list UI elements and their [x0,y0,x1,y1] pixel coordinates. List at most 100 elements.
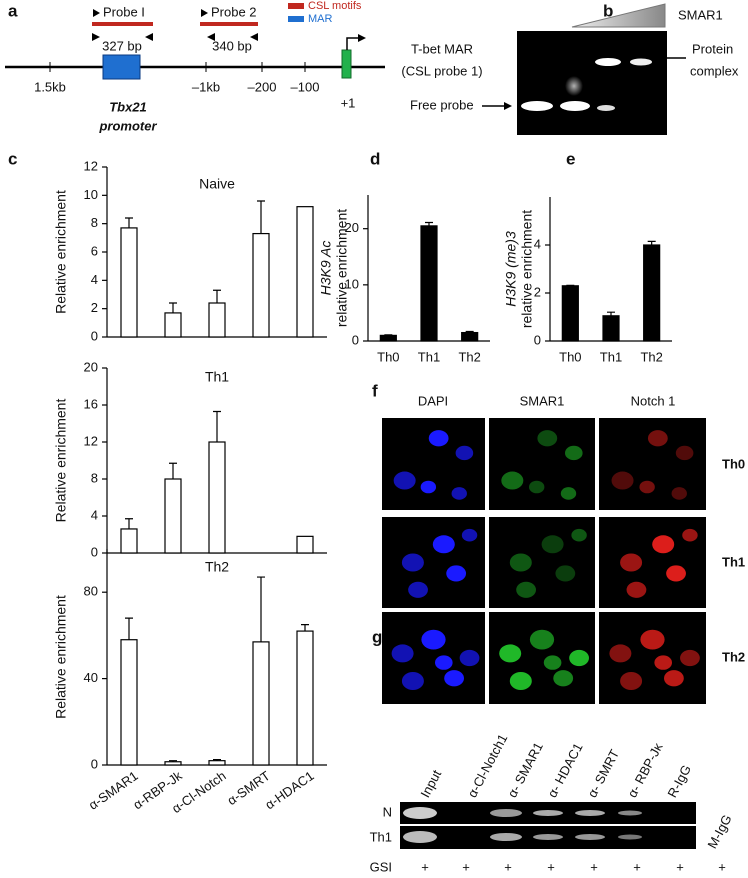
nucleus [671,487,687,500]
row-label: Th1 [722,554,745,569]
panel-label: d [370,149,380,168]
legend-label: CSL motifs [308,0,362,12]
nucleus [640,629,665,650]
nucleus [666,565,686,582]
probe-label: (CSL probe 1) [401,63,482,78]
y-tick-label: 12 [84,158,98,173]
micrograph [489,418,595,510]
y-tick-label: 2 [534,284,541,299]
nucleus [565,445,583,461]
probe-label: T-bet MAR [411,41,473,56]
micrographs: DAPI SMAR1 Notch 1 Th0 Th1 Th2 [382,393,745,704]
y-axis-label: Relative enrichment [53,595,69,719]
nucleus [435,655,453,670]
probe-size: 327 bp [102,38,142,53]
nucleus [620,672,643,690]
nucleus [553,670,574,687]
probe-label: Probe I [103,4,145,19]
bar [296,206,314,338]
y-tick-label: 2 [91,300,98,315]
bar [164,312,182,338]
nucleus [529,480,545,494]
nucleus [499,644,522,663]
bar [120,639,138,766]
position-label: –1kb [192,79,220,94]
error-bar [169,760,177,762]
nucleus [461,528,478,542]
y-tick-label: 8 [91,215,98,230]
x-tick-label: Th2 [640,349,662,364]
panel-label: f [372,381,378,400]
error-bar [465,330,474,333]
chart-title: Th1 [205,369,229,385]
bar [120,528,138,554]
y-tick-label: 0 [91,756,98,771]
nucleus [682,528,698,542]
nucleus [675,445,694,461]
error-bar [607,311,615,316]
y-tick-label: 4 [91,272,98,287]
error-bar [257,576,265,642]
lane-label: R-IgG [664,762,694,800]
x-tick-label: Th2 [458,349,480,364]
bar [164,761,182,766]
error-bar [125,617,133,640]
lane-label: α- HDAC1 [544,740,585,800]
legend-label: MAR [308,13,333,25]
nucleus [509,553,532,572]
row-label: N [383,804,392,819]
treatment-mark: + [504,859,512,874]
bar [252,641,270,766]
y-tick-label: 0 [91,328,98,343]
nucleus [569,649,589,667]
probe-label: Probe 2 [211,4,257,19]
nucleus [446,565,467,582]
nucleus [560,487,577,500]
bar [602,315,620,342]
treatment-mark: + [718,859,726,874]
panel-label: g [372,627,382,646]
y-tick-label: 10 [84,187,98,202]
treatment-label: GSI [370,859,392,874]
promoter-diagram: Probe I Probe 2 CSL motifs MAR 327 bp 34… [5,0,385,133]
bar [252,232,270,338]
x-tick-label: Th1 [418,349,440,364]
nucleus [501,471,524,490]
x-tick-label: Th0 [377,349,399,364]
lane-label: α- SMAR1 [504,740,546,800]
nucleus [444,670,464,687]
y-axis-label: Relative enrichment [53,190,69,314]
y-axis-label: relative enrichment [334,209,350,327]
position-label: –200 [248,79,277,94]
band-label: complex [690,63,739,78]
column-label: Notch 1 [631,393,676,408]
nucleus [428,430,449,447]
nucleus [432,535,455,554]
chip-gel: Input α-Cl-Notch1 α- SMAR1 α- HDAC1 α- S… [370,731,735,874]
treatment-mark: + [590,859,598,874]
row-label: Th2 [722,649,745,664]
y-axis-label: relative enrichment [519,210,535,328]
band-label: Free probe [410,97,474,112]
y-axis-label: H3K9 Ac [318,241,334,296]
position-label: –100 [291,79,320,94]
y-tick-label: 4 [534,236,541,251]
y-tick-label: 6 [91,243,98,258]
treatment-mark: + [421,859,429,874]
bar [164,478,182,554]
lane-label: Input [417,767,444,800]
nucleus [620,553,643,572]
micrograph [489,517,595,608]
gene-note: promoter [98,118,157,133]
chart-title: Th2 [205,559,229,575]
y-tick-label: 0 [91,544,98,559]
emsa-gel: SMAR1 T-bet MAR (CSL probe 1) Free probe… [401,3,739,135]
nucleus [401,672,424,690]
y-axis-label: H3K9 (me)3 [503,231,519,307]
error-bar [257,200,265,234]
bar [208,760,226,766]
probe-size: 340 bp [212,38,252,53]
nucleus [421,629,446,650]
nucleus [652,535,675,554]
error-bar [213,759,221,761]
